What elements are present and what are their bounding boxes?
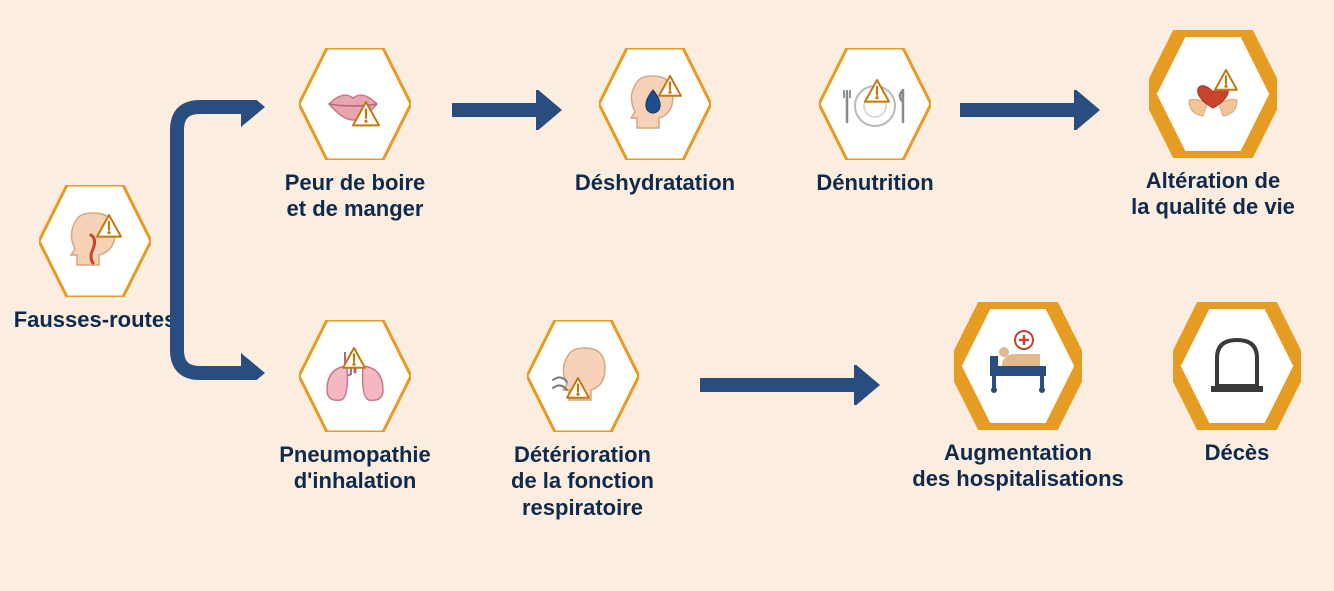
- lungs-icon: [299, 320, 411, 432]
- label-hosp: Augmentation des hospitalisations: [888, 440, 1148, 493]
- hex-malnut: [819, 48, 931, 160]
- hands-heart-icon: [1149, 30, 1277, 158]
- hex-dehyd: [599, 48, 711, 160]
- arrow-fear-to-dehyd: [452, 90, 562, 130]
- label-malnut: Dénutrition: [790, 170, 960, 196]
- arrow-root-to-fear: [170, 100, 265, 240]
- node-hosp: Augmentation des hospitalisations: [888, 302, 1148, 493]
- hex-fear: [299, 48, 411, 160]
- arrow-malnut-to-qol: [960, 90, 1100, 130]
- label-pneum: Pneumopathie d'inhalation: [255, 442, 455, 495]
- head-breath-icon: [527, 320, 639, 432]
- hex-qol: [1149, 30, 1277, 158]
- node-qol: Altération de la qualité de vie: [1108, 30, 1318, 221]
- hex-root: [39, 185, 151, 297]
- hex-resp: [527, 320, 639, 432]
- node-pneum: Pneumopathie d'inhalation: [255, 320, 455, 495]
- plate-icon: [819, 48, 931, 160]
- head-swallow-icon: [39, 185, 151, 297]
- arrow-root-to-pneum: [170, 240, 265, 380]
- label-dehyd: Déshydratation: [555, 170, 755, 196]
- hospital-bed-icon: [954, 302, 1082, 430]
- tombstone-icon: [1173, 302, 1301, 430]
- hex-hosp: [954, 302, 1082, 430]
- hex-pneum: [299, 320, 411, 432]
- label-resp: Détérioration de la fonction respiratoir…: [475, 442, 690, 521]
- head-drop-icon: [599, 48, 711, 160]
- node-resp: Détérioration de la fonction respiratoir…: [475, 320, 690, 521]
- hex-death: [1173, 302, 1301, 430]
- node-malnut: Dénutrition: [790, 48, 960, 196]
- diagram-canvas: Fausses-routes Peur de boire et de mange…: [0, 0, 1334, 591]
- node-root: Fausses-routes: [10, 185, 180, 333]
- node-fear: Peur de boire et de manger: [255, 48, 455, 223]
- lips-icon: [299, 48, 411, 160]
- node-death: Décès: [1162, 302, 1312, 466]
- arrow-resp-to-hosp: [700, 365, 880, 405]
- label-qol: Altération de la qualité de vie: [1108, 168, 1318, 221]
- label-fear: Peur de boire et de manger: [255, 170, 455, 223]
- label-death: Décès: [1162, 440, 1312, 466]
- node-dehyd: Déshydratation: [555, 48, 755, 196]
- label-root: Fausses-routes: [10, 307, 180, 333]
